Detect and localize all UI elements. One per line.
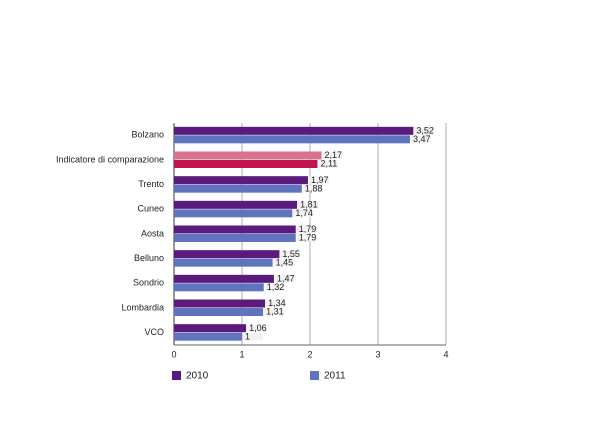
- value-label-bg: [274, 275, 295, 283]
- x-tick-label: 2: [307, 349, 312, 359]
- bar: [174, 135, 410, 144]
- y-tick-label: Bolzano: [131, 130, 164, 140]
- y-tick-label: Indicatore di comparazione: [56, 154, 164, 164]
- value-label-bg: [247, 324, 268, 332]
- bar: [174, 258, 273, 267]
- value-label-bg: [280, 250, 301, 258]
- value-label-bg: [296, 226, 317, 233]
- value-label: 1,45: [276, 257, 294, 267]
- value-label-bg: [322, 152, 343, 159]
- value-label-bg: [298, 201, 319, 209]
- value-label: 1,79: [299, 233, 317, 243]
- bar: [174, 308, 264, 316]
- bar: [174, 283, 264, 292]
- bar: [174, 234, 296, 242]
- x-tick-label: 4: [443, 349, 448, 359]
- bar: [174, 332, 242, 341]
- value-label: 1,81: [300, 199, 318, 209]
- y-tick-label: Aosta: [141, 228, 164, 238]
- value-label-bg: [318, 160, 339, 168]
- legend-label: 2011: [324, 371, 346, 382]
- value-label: 3,52: [416, 125, 434, 135]
- bar: [174, 274, 274, 283]
- legend-swatch: [172, 371, 181, 380]
- value-label: 1: [245, 331, 250, 341]
- x-tick-label: 0: [171, 349, 176, 359]
- y-tick-label: Lombardia: [121, 302, 164, 312]
- value-label-bg: [264, 283, 285, 291]
- value-label: 2,11: [320, 159, 337, 169]
- value-label: 2,17: [325, 150, 343, 160]
- value-label: 1,55: [282, 249, 300, 259]
- value-label: 1,47: [277, 273, 295, 283]
- value-label-bg: [264, 308, 285, 316]
- y-tick-label: VCO: [144, 327, 164, 337]
- x-tick-label: 1: [239, 349, 244, 359]
- y-tick-label: Trento: [138, 179, 164, 189]
- y-tick-label: Belluno: [134, 253, 164, 263]
- bar: [174, 250, 280, 259]
- legend-label: 2010: [186, 371, 209, 382]
- bar: [174, 184, 302, 193]
- value-label-bg: [308, 176, 329, 184]
- value-label: 1,31: [266, 307, 284, 317]
- value-label: 1,32: [267, 282, 285, 292]
- legend-swatch: [310, 371, 319, 380]
- value-label: 1,74: [295, 208, 313, 218]
- value-label-bg: [414, 127, 435, 135]
- y-tick-label: Cuneo: [137, 204, 164, 214]
- value-label: 1,97: [311, 175, 329, 185]
- bar: [174, 324, 247, 333]
- value-label-bg: [243, 333, 263, 341]
- y-tick-label: Sondrio: [133, 278, 164, 288]
- value-label: 1,34: [268, 298, 286, 308]
- bar: [174, 151, 322, 160]
- bar: [174, 160, 318, 168]
- x-tick-label: 3: [375, 349, 380, 359]
- value-label-bg: [293, 209, 314, 217]
- value-label: 1,79: [299, 224, 317, 234]
- value-label: 3,47: [413, 134, 431, 144]
- value-label-bg: [266, 300, 287, 307]
- value-label: 1,06: [249, 323, 267, 333]
- value-label: 1,88: [305, 183, 323, 193]
- bar: [174, 126, 414, 135]
- value-label-bg: [302, 185, 323, 193]
- bar: [174, 176, 308, 185]
- bar: [174, 200, 298, 209]
- bar: [174, 299, 266, 308]
- value-label-bg: [296, 234, 317, 242]
- value-label-bg: [410, 135, 431, 143]
- value-label-bg: [273, 259, 294, 267]
- bar: [174, 209, 293, 218]
- bar: [174, 225, 296, 234]
